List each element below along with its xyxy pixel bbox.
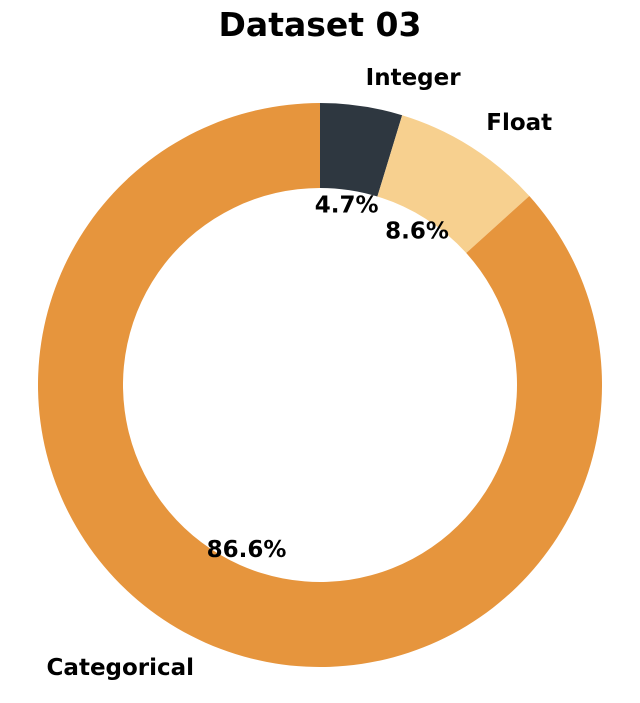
chart-title: Dataset 03 <box>219 5 422 44</box>
slice-label-integer: Integer <box>366 65 462 91</box>
pct-label-integer: 4.7% <box>315 192 379 218</box>
slice-categorical <box>38 103 603 667</box>
slice-integer <box>320 103 403 197</box>
pct-label-categorical: 86.6% <box>207 537 287 563</box>
pct-label-float: 8.6% <box>385 219 449 245</box>
labels-group: Integer 4.7% Float 8.6% Categorical 86.6% <box>47 65 553 681</box>
slice-label-categorical: Categorical <box>47 655 195 681</box>
slice-float <box>377 115 530 253</box>
slices-group <box>38 103 603 667</box>
slice-label-float: Float <box>486 110 552 136</box>
